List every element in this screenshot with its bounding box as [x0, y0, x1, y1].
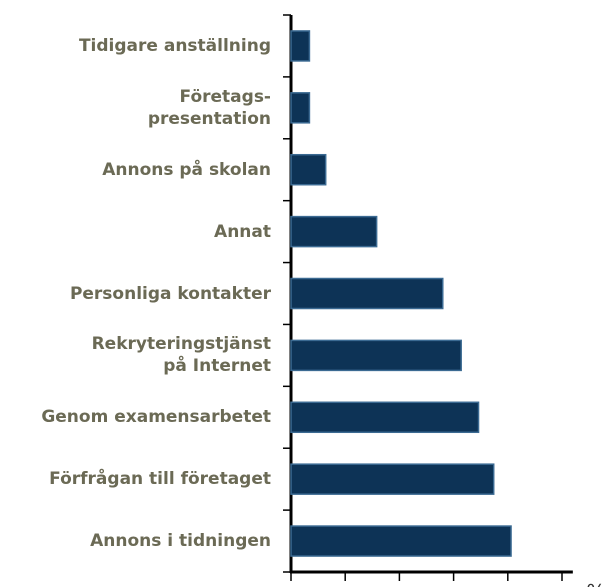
bar [290, 30, 311, 62]
category-label: Företags- presentation [147, 86, 271, 129]
bar [290, 215, 378, 248]
x-axis-label: % [586, 580, 605, 587]
bar [290, 92, 311, 124]
bar [290, 525, 512, 557]
category-label: Personliga kontakter [69, 283, 271, 304]
bar [290, 339, 462, 372]
x-tick-label: 5 [339, 584, 352, 587]
bar [290, 463, 495, 495]
category-label: Tidigare anställning [78, 35, 271, 56]
category-label: Annons i tidningen [90, 531, 271, 552]
x-tick-label: 10 [387, 584, 412, 587]
x-tick-label: 20 [495, 584, 520, 587]
x-tick-label: 25 [549, 584, 574, 587]
category-label: Förfrågan till företaget [49, 469, 271, 490]
x-tick-label: 15 [441, 584, 466, 587]
category-label: Annat [214, 221, 271, 242]
category-label: Rekryteringstjänst på Internet [91, 334, 271, 377]
category-label: Annons på skolan [102, 159, 271, 180]
bar [290, 401, 480, 434]
bar [290, 153, 327, 186]
category-label: Genom examensarbetet [41, 407, 271, 428]
x-tick-label: 0 [285, 584, 298, 587]
bar [290, 277, 444, 310]
